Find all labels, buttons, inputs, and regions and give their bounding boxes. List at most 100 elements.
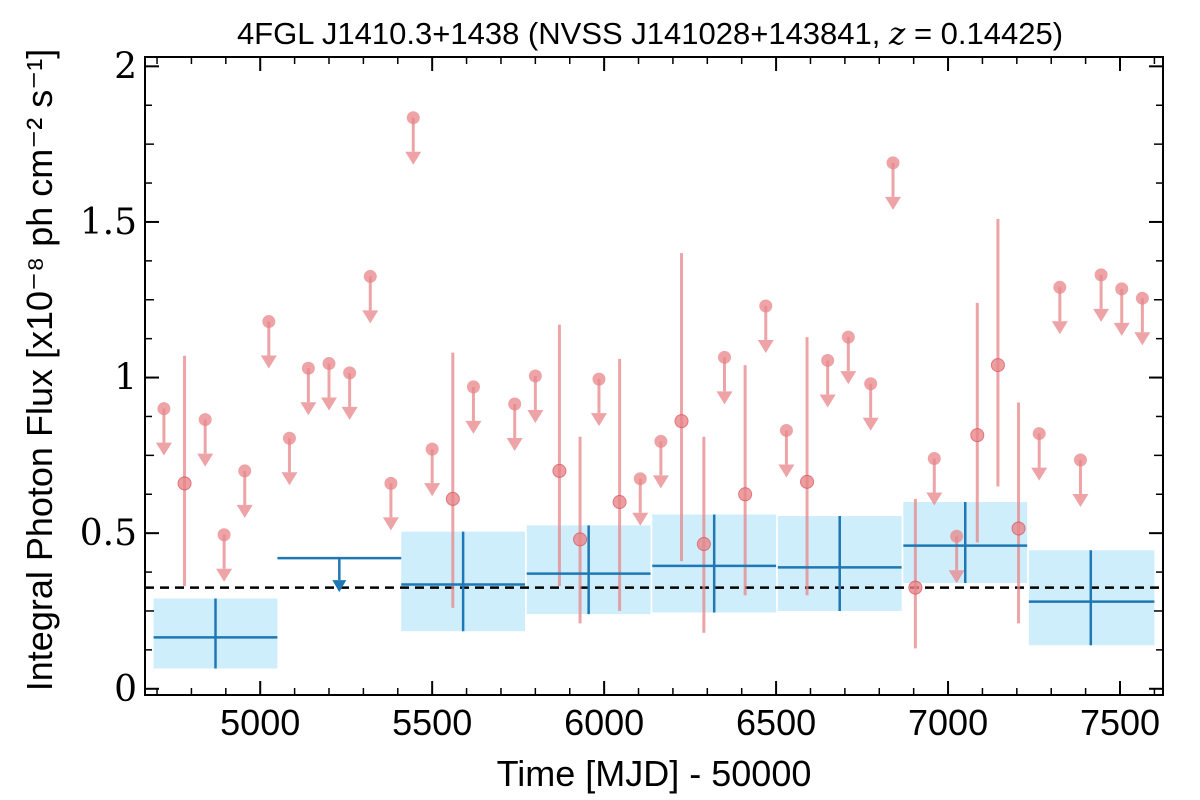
monthly-upper-limit xyxy=(281,431,298,486)
monthly-upper-limit xyxy=(819,353,836,408)
upper-limit-marker xyxy=(927,451,941,465)
monthly-detection xyxy=(738,365,753,596)
monthly-detection xyxy=(908,498,923,649)
y-tick-label: 0 xyxy=(114,669,137,710)
monthly-upper-limit xyxy=(155,402,172,456)
upper-limit-marker xyxy=(262,315,276,329)
upper-limit-marker xyxy=(1032,427,1046,441)
monthly-upper-limit xyxy=(590,372,607,427)
monthly-upper-limit xyxy=(926,451,943,506)
upper-limit-marker xyxy=(1053,280,1067,294)
monthly-upper-limit xyxy=(320,357,337,411)
y-tick-label: 1 xyxy=(114,358,137,399)
detection-marker xyxy=(738,487,753,502)
monthly-upper-limit xyxy=(260,315,277,369)
upper-limit-arrow xyxy=(197,453,214,467)
upper-limit-marker xyxy=(508,397,522,411)
upper-limit-arrow xyxy=(1134,332,1151,346)
plot-frame xyxy=(144,56,1164,696)
yearly-series xyxy=(153,502,1155,669)
yearly-detection xyxy=(526,525,651,615)
monthly-upper-limit xyxy=(862,377,879,431)
detection-marker xyxy=(990,358,1005,373)
y-tick-label: 1.5 xyxy=(80,202,137,243)
upper-limit-marker xyxy=(759,299,773,313)
monthly-upper-limit xyxy=(405,111,422,165)
monthly-upper-limit xyxy=(236,464,253,518)
upper-limit-arrow xyxy=(1113,322,1130,336)
upper-limit-arrow xyxy=(1031,467,1048,481)
monthly-detection xyxy=(696,436,711,633)
upper-limit-arrow xyxy=(362,310,379,324)
upper-limit-marker xyxy=(282,431,296,445)
upper-limit-marker xyxy=(779,423,793,437)
upper-limit-arrow xyxy=(862,417,879,431)
upper-limit-marker xyxy=(157,402,171,416)
upper-limit-arrow xyxy=(1093,308,1110,322)
monthly-detection xyxy=(674,253,689,562)
monthly-upper-limit xyxy=(465,380,482,434)
monthly-upper-limit xyxy=(1134,291,1151,346)
upper-limit-marker xyxy=(466,380,480,394)
upper-limit-marker xyxy=(950,529,964,543)
monthly-upper-limit xyxy=(527,369,544,423)
monthly-upper-limit xyxy=(1113,282,1130,336)
upper-limit-arrow xyxy=(382,517,399,531)
upper-limit-arrow xyxy=(405,151,422,165)
upper-limit-arrow xyxy=(260,355,277,369)
upper-limit-marker xyxy=(654,434,668,448)
upper-limit-arrow xyxy=(948,570,965,584)
upper-limit-arrow xyxy=(506,438,523,452)
x-tick-label: 6000 xyxy=(564,702,644,743)
upper-limit-arrow xyxy=(757,339,774,353)
yearly-bands xyxy=(153,502,1155,669)
upper-limit-arrow xyxy=(465,420,482,434)
upper-limit-marker xyxy=(864,377,878,391)
upper-limit-marker xyxy=(841,330,855,344)
y-axis-label: Integral Photon Flux [x10⁻⁸ ph cm⁻² s⁻¹] xyxy=(19,49,60,691)
chart-title-z-symbol: z xyxy=(888,16,906,52)
detection-marker xyxy=(970,428,985,443)
monthly-upper-limit xyxy=(341,366,358,420)
upper-limit-marker xyxy=(363,269,377,283)
monthly-upper-limit xyxy=(948,529,965,584)
upper-limit-marker xyxy=(217,528,231,542)
yearly-upper-limit xyxy=(277,556,402,593)
upper-limit-marker xyxy=(301,361,315,375)
upper-limit-marker xyxy=(886,156,900,170)
monthly-detection xyxy=(573,436,588,624)
monthly-detection xyxy=(990,218,1005,487)
detection-marker xyxy=(800,474,815,489)
detection-marker xyxy=(612,495,627,510)
monthly-upper-limit xyxy=(1031,427,1048,481)
upper-limit-arrow xyxy=(341,406,358,420)
monthly-detection xyxy=(612,358,627,611)
upper-limit-arrow xyxy=(236,504,253,518)
detection-marker xyxy=(573,532,588,547)
upper-limit-arrow xyxy=(300,402,317,416)
upper-limit-arrow xyxy=(590,413,607,427)
upper-limit-arrow xyxy=(819,394,836,408)
upper-limit-marker xyxy=(1073,453,1087,467)
yearly-ul-arrow xyxy=(332,580,347,593)
monthly-upper-limit xyxy=(1072,453,1089,508)
yearly-detection xyxy=(652,514,777,613)
detection-marker xyxy=(674,414,689,429)
monthly-upper-limit xyxy=(506,397,523,452)
yearly-detection xyxy=(777,516,902,611)
yearly-detection xyxy=(401,531,526,632)
detection-marker xyxy=(552,463,567,478)
detection-marker xyxy=(177,476,192,491)
monthly-upper-limit xyxy=(778,423,795,478)
monthly-upper-limit xyxy=(424,442,441,497)
monthly-detection xyxy=(445,352,460,608)
upper-limit-marker xyxy=(343,366,357,380)
monthly-upper-limit xyxy=(362,269,379,324)
y-tick-label: 2 xyxy=(114,46,137,87)
monthly-detection xyxy=(1011,402,1026,624)
monthly-detection xyxy=(552,324,567,587)
monthly-upper-limit xyxy=(300,361,317,416)
x-tick-label: 7500 xyxy=(1080,702,1160,743)
upper-limit-marker xyxy=(322,357,336,371)
